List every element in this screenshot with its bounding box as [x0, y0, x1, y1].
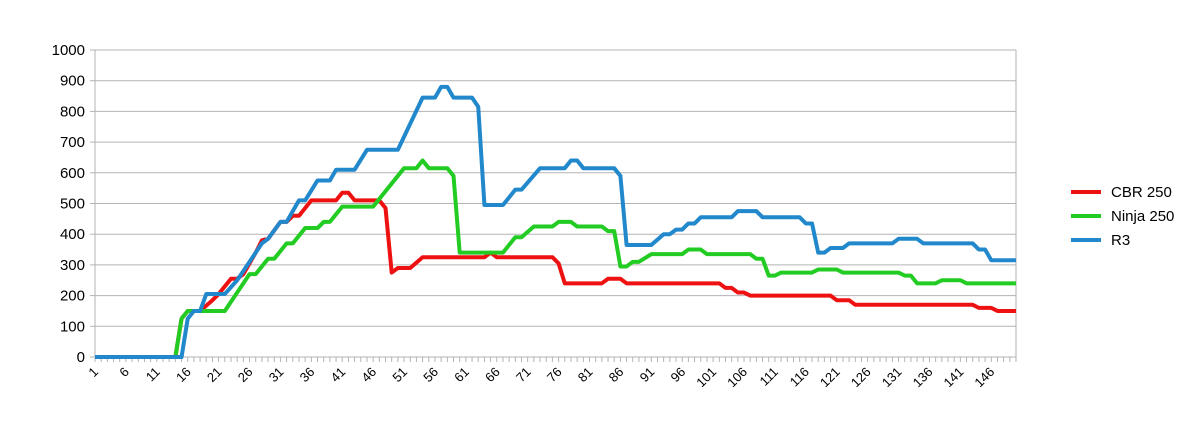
x-tick-labels: 1 6 11 16 21 26 31 36 41 46 51 56 61 66 71 76 81 86 91 96 10… — [85, 364, 997, 390]
x-tick-label: 66 — [482, 364, 503, 385]
x-tick-label: 26 — [235, 364, 256, 385]
x-tick-label: 116 — [787, 364, 812, 389]
x-tick-label: 51 — [389, 364, 410, 385]
x-tick-label: 6 — [116, 364, 132, 380]
x-tick-label: 16 — [173, 364, 194, 385]
x-tick-label: 21 — [204, 364, 225, 385]
x-tick-label: 1 — [85, 364, 101, 380]
x-tick-label: 126 — [848, 364, 874, 390]
x-tick-label: 76 — [544, 364, 565, 385]
x-tick-label: 141 — [941, 364, 967, 390]
x-tick-label: 121 — [817, 364, 843, 390]
x-tick-label: 111 — [756, 364, 781, 389]
x-tick-label: 96 — [667, 364, 688, 385]
x-tick-label: 86 — [606, 364, 627, 385]
x-tick-label: 81 — [575, 364, 596, 385]
x-tick-label: 61 — [451, 364, 472, 385]
legend-label: CBR 250 — [1111, 184, 1172, 201]
x-tick-label: 91 — [637, 364, 658, 385]
series-lines — [95, 84, 1016, 359]
y-tick-label: 1000 — [52, 42, 85, 59]
y-tick-label: 600 — [60, 165, 85, 182]
y-tick-label: 800 — [60, 103, 85, 120]
legend: CBR 250 Ninja 250 R3 — [1071, 184, 1174, 249]
x-tick-label: 131 — [879, 364, 905, 390]
x-tick-label: 31 — [266, 364, 287, 385]
y-tick-label: 0 — [77, 349, 85, 366]
legend-label: Ninja 250 — [1111, 208, 1174, 225]
series-line-cbr-250 — [95, 190, 1016, 359]
y-tick-label: 200 — [60, 288, 85, 305]
gridlines — [95, 49, 1016, 358]
y-tick-label: 700 — [60, 134, 85, 151]
y-tick-label: 900 — [60, 73, 85, 90]
y-tick-label: 500 — [60, 196, 85, 213]
x-tick-label: 106 — [724, 364, 750, 390]
y-tick-label: 100 — [60, 318, 85, 335]
series-line-r3 — [95, 84, 1016, 359]
y-tick-labels: 0 100 200 300 400 500 600 700 800 900 1000 — [52, 42, 85, 366]
y-tick-label: 400 — [60, 226, 85, 243]
x-tick-label: 136 — [910, 364, 936, 390]
x-tick-label: 41 — [328, 364, 349, 385]
x-tick-label: 146 — [971, 364, 997, 390]
x-tick-label: 71 — [513, 364, 534, 385]
y-tick-label: 300 — [60, 257, 85, 274]
axes — [90, 49, 1017, 362]
series-line-ninja-250 — [95, 158, 1016, 359]
x-tick-label: 56 — [420, 364, 441, 385]
legend-label: R3 — [1111, 232, 1130, 249]
x-tick-label: 101 — [693, 364, 719, 390]
x-tick-label: 36 — [297, 364, 318, 385]
x-tick-label: 11 — [143, 364, 163, 384]
x-tick-label: 46 — [358, 364, 379, 385]
